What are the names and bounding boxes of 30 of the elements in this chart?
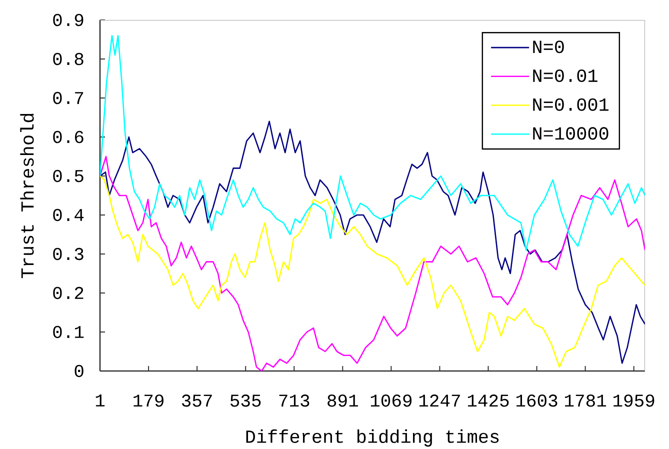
y-tick-label: 0.6 [53,130,84,144]
line-series [100,34,646,251]
line-series [100,120,646,364]
x-tick-label: 1603 [516,394,558,407]
y-tick-label: 0.3 [53,248,84,260]
y-tick-label: 0.1 [53,326,84,338]
legend-label: N=0.01 [533,69,598,82]
y-tick-label: 0.4 [53,208,84,222]
x-tick-label: 1069 [370,394,412,407]
y-tick-label: 0.8 [53,52,84,66]
x-tick-label: 1781 [564,394,606,407]
y-tick-label: 0 [74,364,84,378]
y-tick-label: 0.9 [53,14,84,26]
y-tick-label: 0.5 [53,170,84,182]
legend-label: N=0 [533,40,564,54]
y-tick-label: 0.7 [53,92,84,104]
x-tick-label: 1425 [468,394,509,407]
x-tick-label: 713 [279,394,310,407]
y-axis-title: Trust Threshold [20,114,34,278]
x-tick-label: 891 [328,394,358,407]
legend-label: N=0.001 [533,98,609,111]
x-tick-label: 1247 [419,394,460,407]
x-tick-label: 1 [96,394,105,406]
x-tick-label: 1959 [614,394,654,407]
x-tick-label: 357 [182,394,212,407]
x-tick-label: 535 [230,394,261,407]
x-tick-label: 179 [134,394,164,407]
y-tick-label: 0.2 [53,286,84,300]
x-axis-title: Different bidding times [246,429,499,447]
legend-label: N=10000 [533,127,608,140]
